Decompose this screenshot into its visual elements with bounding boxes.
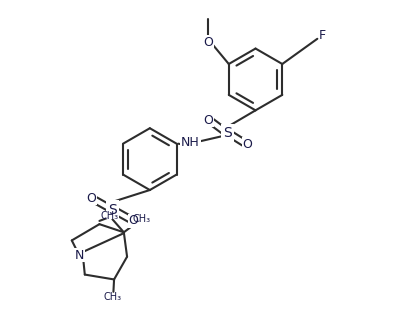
Text: O: O	[203, 35, 213, 49]
Text: CH₃: CH₃	[100, 211, 118, 221]
Text: F: F	[319, 29, 326, 42]
Text: O: O	[86, 192, 96, 205]
Text: S: S	[223, 126, 232, 140]
Text: NH: NH	[181, 136, 200, 149]
Text: CH₃: CH₃	[133, 214, 151, 224]
Text: CH₃: CH₃	[103, 292, 121, 302]
Text: O: O	[129, 215, 139, 227]
Text: S: S	[108, 202, 117, 216]
Text: N: N	[75, 249, 85, 261]
Text: O: O	[242, 138, 252, 151]
Text: O: O	[203, 113, 213, 127]
